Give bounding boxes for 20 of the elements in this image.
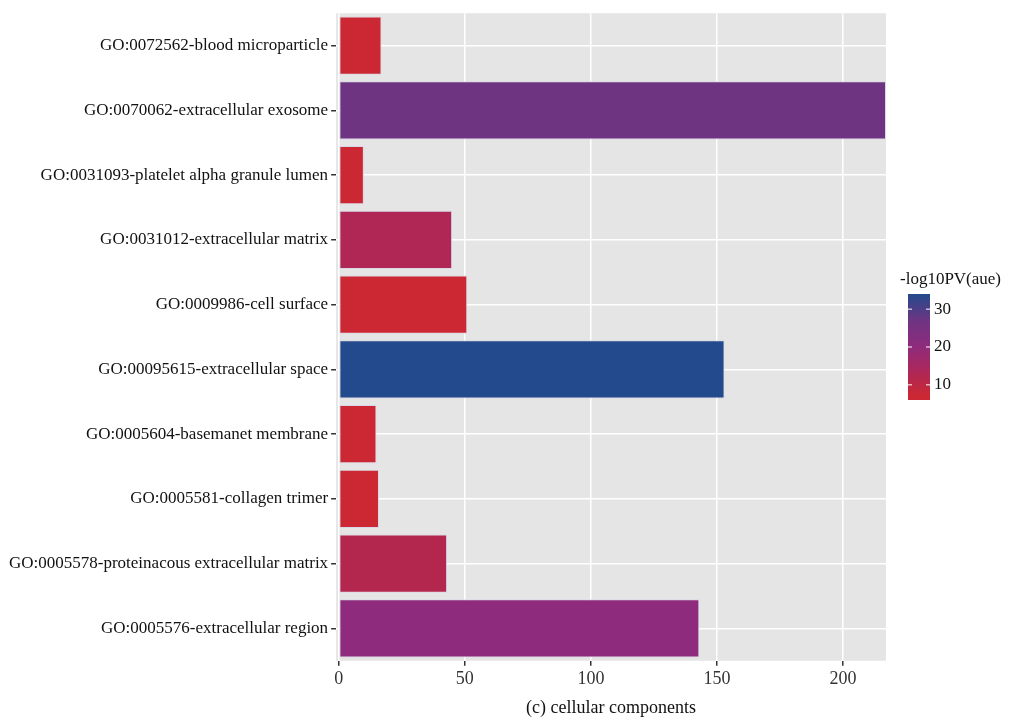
y-tick-label: GO:00095615-extracellular space — [98, 358, 329, 378]
y-tick-label: GO:0005581-collagen trimer — [130, 488, 329, 508]
x-tick-label: 200 — [829, 668, 857, 689]
x-axis-title: (c) cellular components — [526, 696, 697, 718]
x-tick-label: 100 — [577, 668, 605, 689]
y-tick-label: GO:0070062-extracellular exosome — [84, 99, 329, 119]
x-tick-label: 50 — [455, 668, 474, 689]
y-tick-label: GO:0009986-cell surface — [155, 294, 329, 314]
color-bar-label: 30 — [934, 298, 951, 318]
x-tick-label: 150 — [703, 668, 731, 689]
y-tick-label: GO:0031093-platelet alpha granule lumen — [40, 164, 329, 184]
y-tick-label: GO:0031012-extracellular matrix — [100, 229, 329, 249]
color-bar-title: -log10PV(aue) — [900, 268, 1002, 288]
y-tick-label: GO:0005578-proteinacous extracellular matrix — [8, 553, 329, 573]
color-bar-label: 10 — [934, 374, 951, 394]
color-bar-label: 20 — [934, 336, 951, 356]
x-tick-label: 0 — [334, 668, 344, 689]
y-tick-label: GO:0005576-extracellular region — [101, 617, 329, 637]
y-tick-label: GO:0005604-basemanet membrane — [85, 423, 329, 443]
y-tick-label: GO:0072562-blood microparticle — [100, 35, 329, 55]
